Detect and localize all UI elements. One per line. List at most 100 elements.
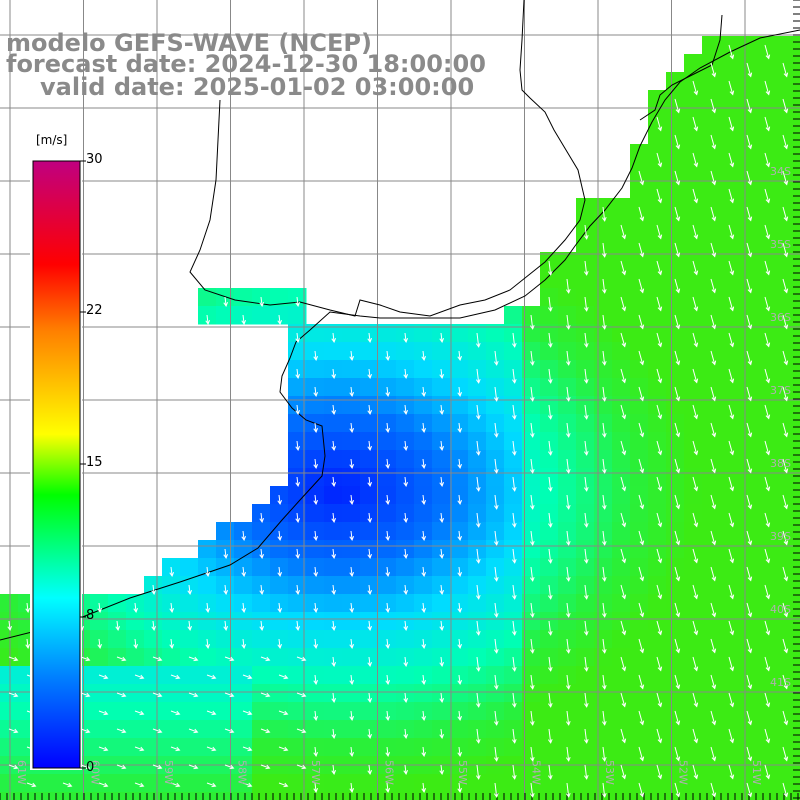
wind-arrow — [710, 314, 717, 330]
wind-cell — [720, 198, 739, 217]
wind-arrow — [601, 638, 607, 654]
wind-arrow — [529, 710, 535, 726]
wind-arrow — [475, 548, 481, 564]
wind-cell — [468, 342, 487, 361]
wind-arrow — [601, 746, 607, 762]
wind-cell — [702, 108, 721, 127]
wind-arrow — [746, 422, 753, 438]
wind-cell — [792, 126, 800, 145]
wind-arrow — [656, 224, 663, 240]
wind-cell — [558, 252, 577, 271]
wind-arrow — [620, 476, 627, 492]
wind-cell — [558, 540, 577, 559]
wind-arrow — [674, 710, 681, 726]
wind-cell — [306, 648, 325, 667]
wind-cell — [288, 702, 307, 721]
wind-cell — [450, 324, 469, 343]
lat-label: 38S — [770, 457, 791, 470]
wind-cell — [342, 360, 361, 379]
wind-cell — [252, 702, 271, 721]
wind-cell — [792, 360, 800, 379]
wind-cell — [360, 630, 379, 649]
wind-cell — [756, 792, 775, 800]
wind-arrow — [403, 476, 409, 487]
wind-cell — [378, 540, 397, 559]
wind-cell — [396, 558, 415, 577]
wind-cell — [576, 378, 595, 397]
wind-cell — [504, 792, 523, 800]
wind-arrow — [98, 710, 109, 716]
wind-arrow — [367, 764, 373, 775]
axis-labels: 61W 60W 59W 58W 57W 56W 55W 54W 53W 52W 51W 34S 35S 3… — [15, 165, 791, 785]
wind-cell — [630, 540, 649, 559]
wind-cell — [702, 720, 721, 739]
wind-arrow — [511, 368, 517, 384]
wind-cell — [792, 414, 800, 433]
wind-arrow — [746, 566, 753, 582]
wind-cell — [288, 342, 307, 361]
wind-cell — [486, 684, 505, 703]
wind-cell — [792, 144, 800, 163]
wind-arrow — [403, 440, 409, 451]
wind-arrow — [205, 314, 211, 325]
wind-cell — [594, 252, 613, 271]
wind-arrow — [457, 350, 463, 361]
wind-arrow — [583, 512, 589, 528]
wind-arrow — [746, 134, 753, 150]
wind-arrow — [457, 674, 463, 685]
wind-cell — [414, 396, 433, 415]
wind-cell — [612, 414, 631, 433]
wind-cell — [522, 720, 541, 739]
wind-arrow — [134, 674, 145, 680]
wind-cell — [234, 792, 253, 800]
wind-arrow — [116, 728, 127, 734]
wind-cell — [792, 720, 800, 739]
wind-cell — [270, 792, 289, 800]
wind-arrow — [638, 710, 645, 726]
wind-cell — [792, 396, 800, 415]
wind-arrow — [674, 170, 681, 186]
wind-cell — [378, 684, 397, 703]
lat-label: 37S — [770, 384, 791, 397]
wind-cell — [270, 648, 289, 667]
wind-arrow — [746, 638, 753, 654]
wind-arrow — [565, 782, 571, 798]
wind-cell — [684, 630, 703, 649]
wind-cell — [342, 468, 361, 487]
wind-cell — [576, 792, 595, 800]
wind-arrow — [746, 602, 753, 618]
wind-arrow — [565, 674, 571, 690]
wind-cell — [414, 468, 433, 487]
wind-arrow — [277, 314, 283, 325]
wind-cell — [414, 540, 433, 559]
wind-cell — [648, 234, 667, 253]
wind-arrow — [8, 764, 19, 770]
wind-arrow — [601, 494, 607, 510]
wind-cell — [414, 360, 433, 379]
wind-arrow — [674, 530, 681, 546]
wind-cell — [756, 342, 775, 361]
wind-arrow — [782, 422, 789, 438]
wind-arrow — [746, 710, 753, 726]
wind-cell — [684, 270, 703, 289]
wind-cell — [756, 306, 775, 325]
wind-cell — [522, 792, 541, 800]
wind-cell — [756, 234, 775, 253]
wind-arrow — [511, 728, 517, 744]
wind-arrow — [656, 512, 663, 528]
wind-cell — [684, 558, 703, 577]
wind-cell — [108, 630, 127, 649]
wind-arrow — [601, 674, 607, 690]
wind-arrow — [242, 782, 253, 788]
wind-arrow — [170, 746, 181, 752]
wind-arrow — [764, 116, 771, 132]
wind-arrow — [385, 530, 391, 541]
wind-cell — [702, 144, 721, 163]
wind-cell — [198, 684, 217, 703]
wind-cell — [324, 630, 343, 649]
wind-cell — [270, 576, 289, 595]
wind-arrow — [583, 332, 589, 348]
wind-arrow — [259, 584, 265, 595]
wind-arrow — [529, 638, 535, 654]
wind-arrow — [529, 746, 535, 762]
